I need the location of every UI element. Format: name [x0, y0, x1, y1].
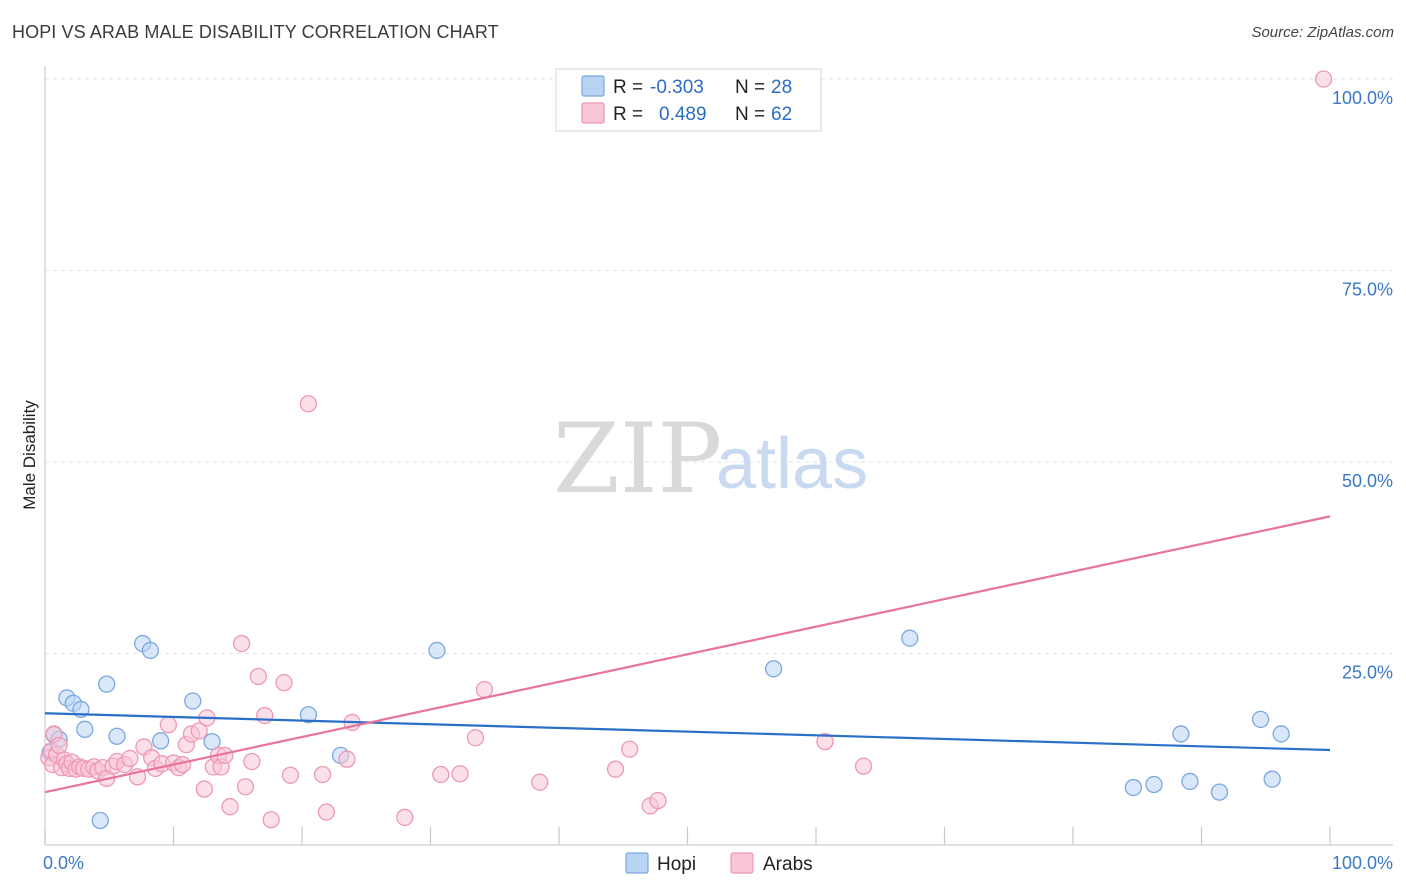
arabs-point-46	[256, 706, 274, 725]
hopi-point-12	[151, 732, 170, 750]
legend-hopi-r-value: -0.303	[650, 77, 704, 98]
x-tick-label-100: 100.0%	[1332, 853, 1393, 873]
hopi-point-9	[108, 727, 126, 745]
y-tick-label-3: 100.0%	[1332, 88, 1393, 108]
hopi-point-22	[1172, 725, 1190, 743]
hopi-point-15	[299, 706, 318, 724]
arabs-point-64	[649, 791, 667, 810]
hopi-point-21	[1145, 775, 1163, 794]
arabs-point-22	[121, 749, 139, 768]
arabs-point-57	[451, 765, 469, 783]
hopi-point-20	[1124, 778, 1143, 797]
hopi-point-27	[1272, 725, 1290, 743]
bottom-legend-arabs-swatch	[730, 852, 754, 874]
legend-arabs-n-value: 62	[771, 104, 792, 125]
watermark: ZIP atlas	[553, 403, 868, 515]
arabs-point-53	[338, 750, 356, 768]
arabs-point-58	[466, 729, 485, 747]
legend-hopi-n-label: N =	[735, 77, 765, 98]
hopi-point-7	[91, 811, 109, 830]
axes	[44, 66, 1393, 846]
arabs-point-60	[531, 773, 549, 791]
y-tick-label-2: 75.0%	[1342, 280, 1393, 300]
watermark-atlas: atlas	[716, 424, 868, 504]
legend-arabs-swatch	[581, 102, 605, 124]
arabs-point-49	[281, 766, 300, 784]
arabs-point-45	[249, 667, 267, 686]
hopi-point-25	[1251, 710, 1270, 729]
legend-arabs-r-label: R =	[613, 104, 643, 125]
chart-source: Source: ZipAtlas.com	[1251, 24, 1394, 41]
arabs-point-67	[1314, 70, 1333, 88]
legend-box: R = -0.303 N = 28 R = 0.489 N = 62	[555, 68, 822, 132]
arabs-point-55	[396, 808, 414, 827]
arabs-point-62	[621, 740, 639, 758]
arabs-point-48	[275, 673, 293, 692]
x-tick-label-0: 0.0%	[43, 853, 84, 873]
arabs-point-66	[854, 757, 873, 775]
x-tick-labels: 0.0% 100.0%	[43, 853, 1393, 873]
trend-lines	[44, 515, 1331, 794]
arabs-point-56	[432, 765, 450, 784]
arabs-point-34	[190, 722, 208, 740]
arabs-point-28	[159, 716, 178, 734]
hopi-point-19	[901, 629, 919, 647]
arabs-point-65	[816, 732, 834, 751]
arabs-point-44	[243, 752, 261, 771]
arabs-point-59	[475, 680, 494, 699]
legend-hopi-r-label: R =	[613, 77, 643, 98]
arabs-point-47	[262, 811, 280, 829]
y-tick-label-0: 25.0%	[1342, 663, 1393, 683]
bottom-legend: Hopi Arabs	[625, 852, 813, 875]
hopi-point-8	[98, 675, 116, 693]
arabs-point-43	[236, 778, 255, 796]
hopi-trend-line	[44, 712, 1331, 752]
arabs-point-42	[232, 634, 251, 653]
arabs-trend-line	[44, 515, 1331, 794]
arabs-point-41	[221, 798, 239, 816]
legend-hopi-swatch	[581, 75, 605, 97]
arabs-point-51	[313, 765, 332, 784]
grid-lines	[45, 78, 1393, 654]
legend-hopi-n-value: 28	[771, 77, 792, 98]
y-tick-labels: 25.0% 50.0% 75.0% 100.0%	[1332, 88, 1393, 683]
legend-arabs-r-value: 0.489	[659, 104, 707, 125]
arabs-point-5	[50, 736, 68, 755]
hopi-point-23	[1181, 772, 1199, 791]
bottom-legend-arabs-label: Arabs	[763, 854, 813, 875]
y-axis-label: Male Disability	[20, 400, 39, 510]
arabs-point-61	[606, 760, 625, 778]
hopi-point-17	[428, 641, 446, 660]
y-tick-label-1: 50.0%	[1342, 471, 1393, 491]
watermark-zip: ZIP	[553, 403, 722, 515]
hopi-point-24	[1210, 783, 1229, 801]
arabs-point-50	[299, 395, 318, 413]
bottom-legend-hopi-swatch	[625, 852, 649, 874]
hopi-point-11	[141, 641, 160, 660]
hopi-point-18	[764, 660, 783, 678]
arabs-points	[40, 70, 1333, 829]
hopi-point-26	[1263, 770, 1281, 788]
hopi-point-6	[76, 720, 94, 738]
hopi-point-13	[184, 692, 202, 710]
legend-arabs-n-label: N =	[735, 104, 765, 125]
arabs-point-52	[317, 803, 336, 821]
bottom-legend-hopi-label: Hopi	[657, 854, 696, 875]
arabs-point-35	[195, 780, 213, 798]
chart-title: HOPI VS ARAB MALE DISABILITY CORRELATION…	[12, 22, 499, 42]
